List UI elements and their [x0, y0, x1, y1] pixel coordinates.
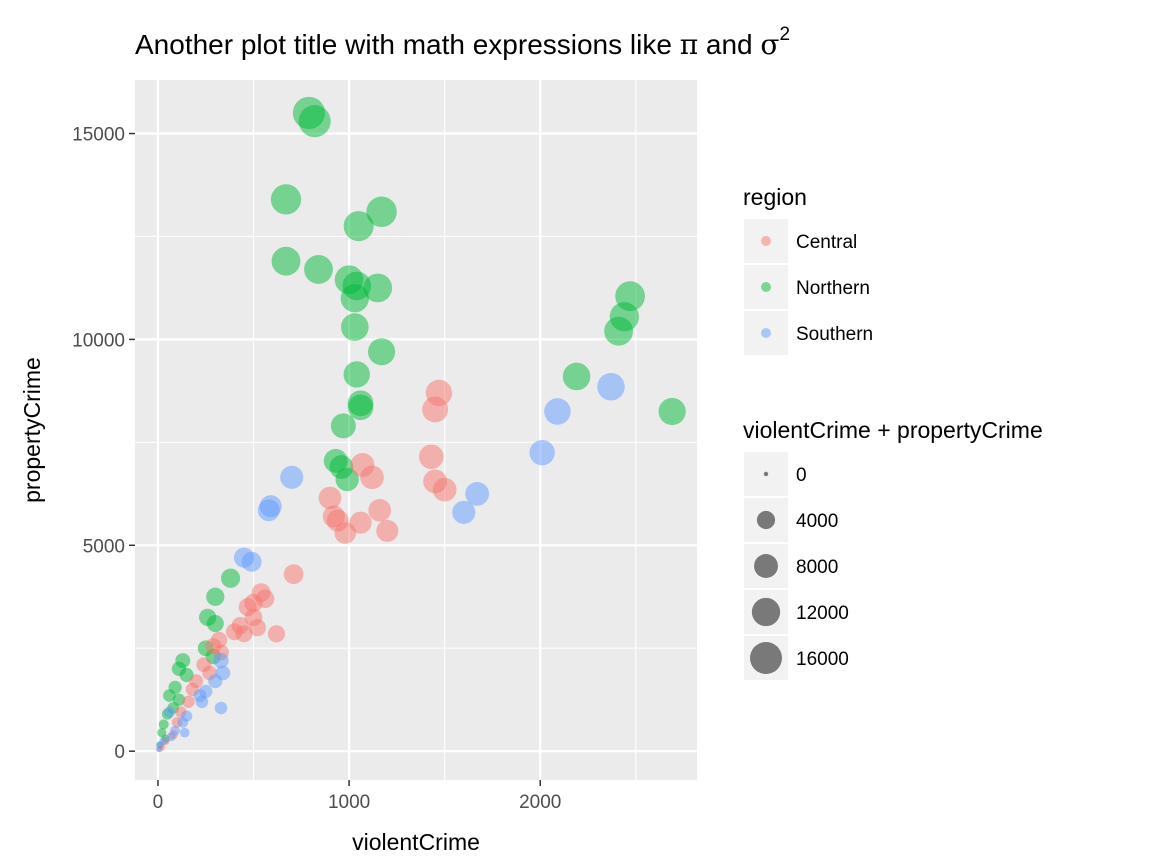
data-point-northern [206, 614, 224, 633]
data-point-northern [304, 254, 333, 284]
data-point-northern [163, 689, 176, 702]
data-point-central [349, 511, 372, 534]
legend-size-swatch [756, 510, 776, 530]
legend-size-label: 8000 [796, 557, 838, 578]
data-point-northern [658, 397, 686, 426]
data-point-central [418, 444, 444, 470]
data-point-northern [562, 362, 591, 391]
legend-size-title: violentCrime + propertyCrime [743, 417, 1043, 443]
x-tick-label: 1000 [328, 792, 370, 813]
data-point-central [248, 618, 267, 637]
data-point-southern [179, 727, 190, 738]
legend-label-southern: Southern [796, 324, 873, 345]
data-point-northern [206, 587, 225, 606]
data-point-southern [452, 500, 476, 524]
data-point-northern [298, 105, 331, 138]
legend-size-label: 16000 [796, 649, 849, 670]
plot-title: Another plot title with math expressions… [135, 24, 790, 61]
data-point-southern [195, 695, 209, 709]
data-point-northern [220, 568, 241, 588]
data-point-southern [166, 732, 176, 742]
data-point-southern [257, 499, 280, 522]
legend-size-swatch [751, 597, 781, 627]
data-point-southern [465, 481, 490, 506]
data-point-northern [335, 467, 359, 492]
data-point-northern [363, 273, 393, 303]
data-point-northern [341, 313, 369, 341]
y-tick-label: 5000 [83, 536, 125, 557]
legend-swatch-central [761, 236, 771, 246]
data-point-northern [330, 413, 356, 439]
data-point-central [225, 623, 243, 641]
data-point-northern [343, 361, 370, 388]
legend-label-central: Central [796, 232, 857, 253]
data-points [155, 96, 686, 753]
legend: region violentCrime + propertyCrime Cent… [743, 184, 1043, 680]
data-point-southern [214, 701, 228, 715]
data-point-central [182, 695, 195, 708]
data-point-southern [163, 706, 176, 718]
y-tick-label: 15000 [72, 125, 125, 146]
data-point-central [360, 465, 384, 490]
legend-size-swatch [763, 471, 769, 477]
axes: 0 1000 2000 0 5000 10000 15000 [72, 125, 561, 813]
legend-size-label: 12000 [796, 603, 849, 624]
legend-label-northern: Northern [796, 278, 870, 299]
x-axis-title: violentCrime [352, 829, 480, 855]
data-point-northern [340, 284, 369, 313]
data-point-southern [155, 746, 162, 753]
data-point-southern [544, 398, 571, 425]
data-point-northern [343, 211, 374, 242]
x-tick-label: 2000 [519, 792, 561, 813]
data-point-southern [208, 674, 223, 689]
y-axis-title: propertyCrime [19, 357, 45, 503]
data-point-southern [241, 551, 262, 572]
data-point-central [322, 505, 345, 528]
data-point-northern [368, 338, 396, 366]
legend-size-label: 0 [796, 465, 807, 486]
data-point-central [255, 589, 275, 609]
data-point-central [432, 477, 457, 502]
legend-swatch-northern [761, 282, 771, 292]
data-point-southern [177, 717, 189, 728]
data-point-northern [347, 394, 374, 421]
y-tick-label: 10000 [72, 330, 125, 351]
data-point-southern [529, 439, 555, 466]
data-point-southern [597, 373, 625, 401]
data-point-central [376, 519, 399, 542]
data-point-southern [213, 652, 229, 669]
data-point-central [422, 396, 449, 423]
legend-size-swatch [754, 554, 778, 578]
x-tick-label: 0 [153, 792, 164, 813]
data-point-central [318, 486, 342, 510]
data-point-northern [604, 316, 634, 346]
legend-swatch-southern [761, 328, 771, 338]
data-point-central [283, 564, 304, 585]
data-point-central [368, 498, 392, 522]
data-point-northern [271, 246, 301, 276]
data-point-northern [366, 196, 397, 227]
y-tick-label: 0 [114, 742, 125, 763]
legend-size-label: 4000 [796, 511, 838, 532]
plot-panel [135, 80, 697, 780]
legend-size-swatch [750, 642, 782, 674]
data-point-southern [280, 465, 304, 489]
data-point-central [334, 522, 357, 544]
data-point-northern [158, 719, 169, 730]
legend-region-title: region [743, 184, 807, 210]
data-point-northern [270, 184, 302, 215]
data-point-central [267, 625, 286, 643]
